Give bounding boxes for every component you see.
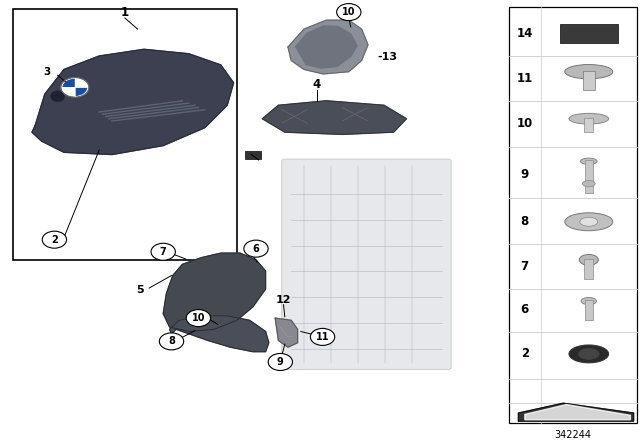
Text: 8: 8	[168, 336, 175, 346]
Bar	[509, 7, 637, 423]
Wedge shape	[63, 79, 75, 87]
Bar	[585, 160, 593, 193]
Text: 11: 11	[516, 72, 533, 85]
Text: 9: 9	[277, 357, 284, 367]
Text: 4: 4	[313, 78, 321, 91]
Text: 14: 14	[516, 27, 533, 40]
Circle shape	[244, 240, 268, 257]
Circle shape	[186, 310, 211, 327]
Circle shape	[159, 333, 184, 350]
Ellipse shape	[580, 217, 598, 226]
Bar	[245, 151, 261, 159]
Circle shape	[310, 328, 335, 345]
Polygon shape	[296, 26, 357, 68]
Bar	[583, 71, 595, 90]
Text: 7: 7	[521, 260, 529, 273]
Bar	[13, 9, 237, 260]
FancyBboxPatch shape	[282, 159, 451, 370]
Wedge shape	[75, 79, 87, 87]
Text: 3: 3	[43, 67, 51, 77]
Text: 6: 6	[253, 244, 259, 254]
Circle shape	[61, 78, 89, 97]
Wedge shape	[75, 87, 87, 96]
Bar	[584, 259, 593, 279]
Polygon shape	[163, 253, 266, 332]
Ellipse shape	[579, 254, 598, 265]
Polygon shape	[275, 318, 298, 347]
Ellipse shape	[582, 181, 595, 187]
Ellipse shape	[569, 345, 609, 363]
Ellipse shape	[569, 113, 609, 124]
Polygon shape	[32, 49, 234, 155]
Text: 7: 7	[160, 247, 166, 257]
Ellipse shape	[51, 90, 65, 102]
Polygon shape	[262, 101, 406, 134]
Polygon shape	[518, 403, 634, 421]
Bar	[560, 24, 618, 43]
Text: 2: 2	[51, 235, 58, 245]
Bar	[584, 118, 593, 132]
Text: 1: 1	[121, 6, 129, 19]
Ellipse shape	[581, 297, 596, 305]
Text: 342244: 342244	[554, 430, 591, 439]
Circle shape	[268, 353, 292, 370]
Circle shape	[151, 243, 175, 260]
Circle shape	[337, 4, 361, 21]
Text: 10: 10	[342, 7, 356, 17]
Text: -13: -13	[378, 52, 398, 62]
Text: 8: 8	[521, 215, 529, 228]
Polygon shape	[288, 20, 368, 74]
Polygon shape	[170, 316, 269, 352]
Ellipse shape	[579, 349, 599, 359]
Text: 6: 6	[521, 302, 529, 316]
Text: 9: 9	[521, 168, 529, 181]
Circle shape	[42, 231, 67, 248]
Bar	[585, 300, 593, 320]
Text: 10: 10	[191, 313, 205, 323]
Text: 5: 5	[136, 285, 143, 295]
Text: 11: 11	[316, 332, 330, 342]
Ellipse shape	[580, 158, 597, 164]
Ellipse shape	[564, 65, 613, 79]
Wedge shape	[63, 87, 75, 96]
Polygon shape	[525, 405, 630, 420]
Text: 12: 12	[276, 295, 291, 305]
Text: 10: 10	[516, 116, 533, 130]
Text: 2: 2	[521, 347, 529, 361]
Ellipse shape	[564, 213, 613, 231]
